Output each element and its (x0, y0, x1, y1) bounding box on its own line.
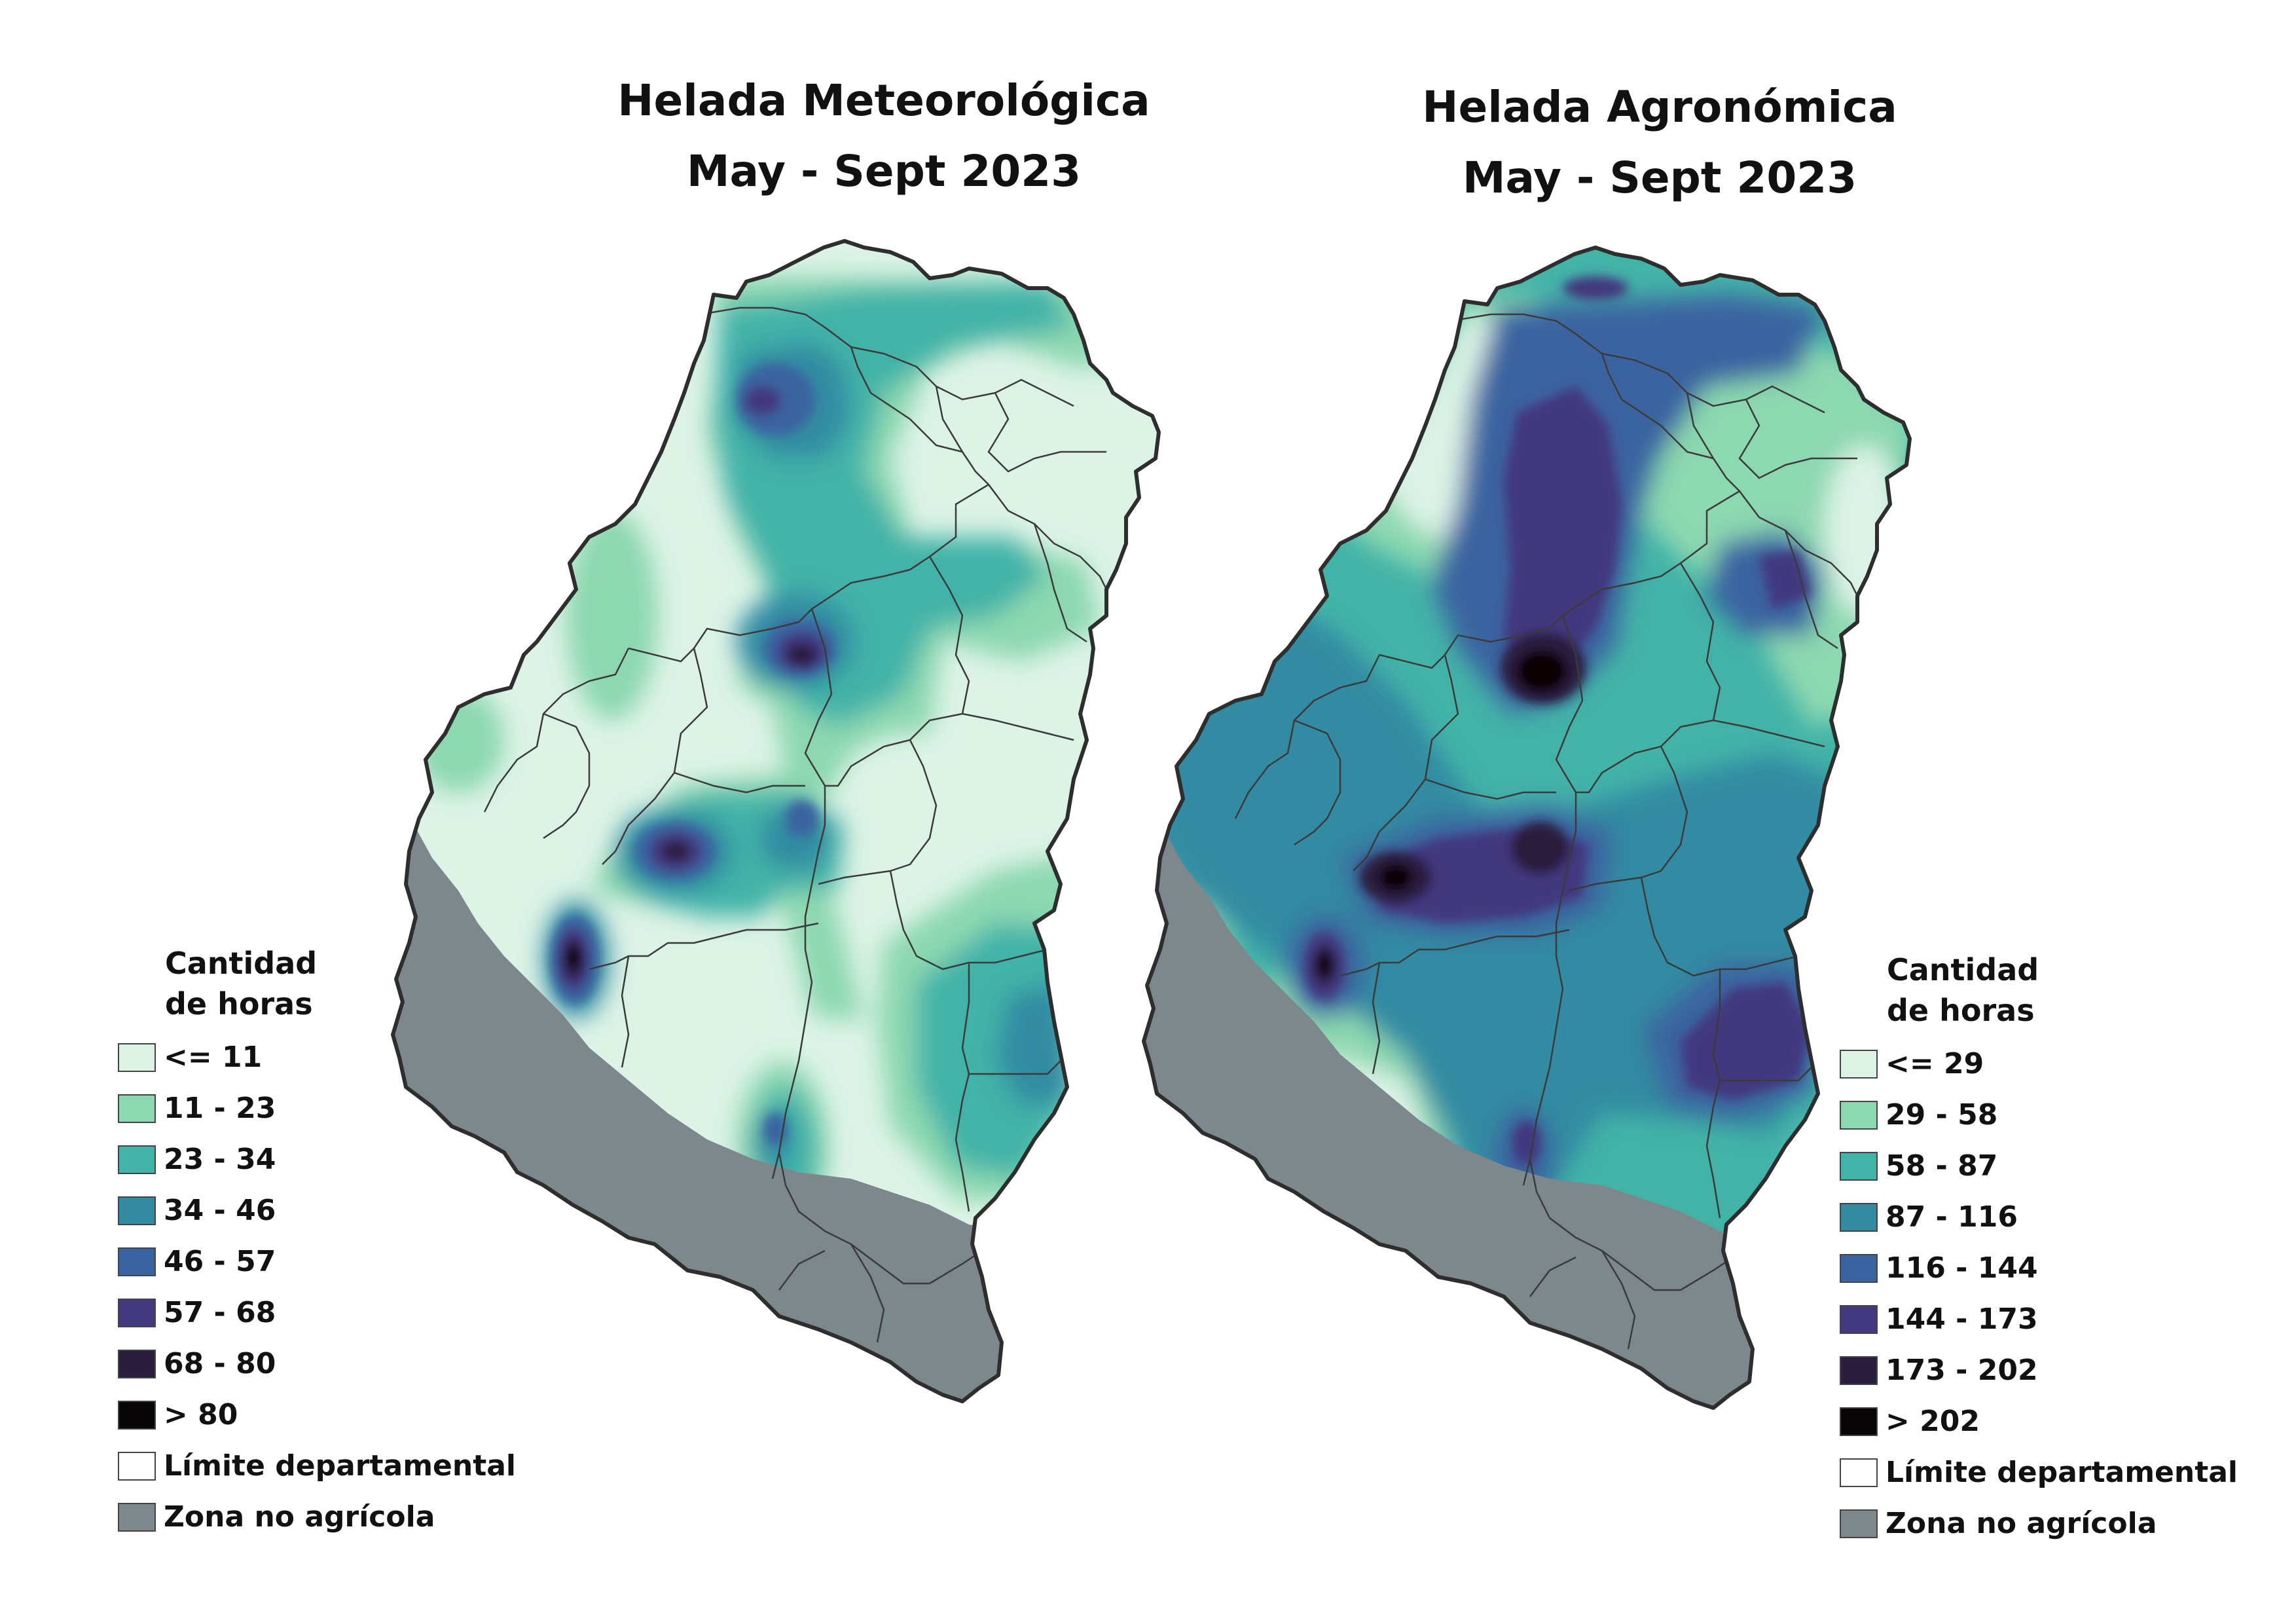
legend-item: 11 - 23 (118, 1083, 516, 1134)
legend-title: Cantidad de horas (165, 943, 516, 1024)
legend-item: > 80 (118, 1390, 516, 1441)
legend-item: > 202 (1840, 1396, 2238, 1447)
legend-items: <= 29 29 - 58 58 - 87 87 - 116 116 - 144 144 … (1840, 1039, 2238, 1549)
legend-swatch (1840, 1305, 1878, 1334)
legend-meteorologica: Cantidad de horas <= 11 11 - 23 23 - 34 34 … (118, 943, 516, 1543)
legend-item: 57 - 68 (118, 1287, 516, 1338)
legend-items: <= 11 11 - 23 23 - 34 34 - 46 46 - 57 57 - 68… (118, 1032, 516, 1543)
legend-swatch (118, 1452, 156, 1481)
legend-label: Límite departamental (1886, 1456, 2238, 1489)
legend-item: 173 - 202 (1840, 1345, 2238, 1396)
legend-label: Límite departamental (164, 1449, 517, 1483)
legend-label: <= 29 (1886, 1047, 1984, 1080)
title-line-2: May - Sept 2023 (686, 146, 1082, 196)
legend-title-line-2: de horas (1887, 993, 2035, 1028)
legend-swatch (1840, 1203, 1878, 1232)
legend-label: 57 - 68 (164, 1296, 276, 1329)
legend-item: 34 - 46 (118, 1185, 516, 1236)
legend-item: 29 - 58 (1840, 1090, 2238, 1141)
legend-label: 46 - 57 (164, 1245, 276, 1278)
title-line-2: May - Sept 2023 (1462, 153, 1857, 203)
legend-item: 68 - 80 (118, 1338, 516, 1390)
title-line-1: Helada Meteorológica (617, 75, 1150, 126)
legend-label: > 202 (1886, 1405, 1980, 1438)
legend-swatch (1840, 1356, 1878, 1385)
legend-label: Zona no agrícola (164, 1500, 435, 1534)
legend-item: Zona no agrícola (118, 1492, 516, 1543)
legend-label: 87 - 116 (1886, 1200, 2018, 1234)
legend-item: Zona no agrícola (1840, 1498, 2238, 1549)
legend-label: 29 - 58 (1886, 1098, 1998, 1132)
legend-label: 23 - 34 (164, 1143, 276, 1176)
legend-label: Zona no agrícola (1886, 1507, 2157, 1540)
legend-item: 116 - 144 (1840, 1243, 2238, 1294)
legend-label: 116 - 144 (1886, 1251, 2038, 1285)
legend-agronomica: Cantidad de horas <= 29 29 - 58 58 - 87 87 … (1840, 950, 2238, 1549)
legend-item: 87 - 116 (1840, 1192, 2238, 1243)
legend-item: <= 29 (1840, 1039, 2238, 1090)
map-title-agronomica: Helada Agronómica May - Sept 2023 (1300, 72, 2020, 213)
legend-swatch (1840, 1101, 1878, 1130)
legend-label: 11 - 23 (164, 1092, 276, 1125)
legend-title: Cantidad de horas (1887, 950, 2238, 1031)
legend-item: 144 - 173 (1840, 1294, 2238, 1345)
legend-swatch (118, 1503, 156, 1532)
legend-swatch (118, 1247, 156, 1276)
legend-item: 46 - 57 (118, 1236, 516, 1287)
legend-title-line-1: Cantidad (165, 946, 318, 981)
legend-swatch (1840, 1152, 1878, 1181)
legend-swatch (118, 1094, 156, 1123)
legend-label: 34 - 46 (164, 1194, 276, 1227)
legend-swatch (1840, 1458, 1878, 1487)
legend-label: <= 11 (164, 1041, 263, 1074)
legend-label: > 80 (164, 1398, 238, 1431)
title-line-1: Helada Agronómica (1422, 82, 1897, 132)
legend-swatch (1840, 1050, 1878, 1079)
legend-swatch (1840, 1407, 1878, 1436)
map-title-meteorologica: Helada Meteorológica May - Sept 2023 (524, 65, 1244, 207)
legend-label: 58 - 87 (1886, 1149, 1998, 1183)
legend-title-line-1: Cantidad (1887, 952, 2039, 987)
legend-label: 173 - 202 (1886, 1354, 2038, 1387)
legend-item: <= 11 (118, 1032, 516, 1083)
legend-swatch (118, 1043, 156, 1072)
legend-swatch (1840, 1254, 1878, 1283)
legend-swatch (118, 1145, 156, 1174)
legend-label: 144 - 173 (1886, 1302, 2038, 1336)
legend-item: 58 - 87 (1840, 1141, 2238, 1192)
legend-swatch (118, 1299, 156, 1327)
legend-item: 23 - 34 (118, 1134, 516, 1185)
legend-label: 68 - 80 (164, 1347, 276, 1380)
legend-title-line-2: de horas (165, 986, 313, 1022)
legend-swatch (118, 1350, 156, 1378)
legend-swatch (1840, 1509, 1878, 1538)
legend-item: Límite departamental (1840, 1447, 2238, 1498)
legend-item: Límite departamental (118, 1441, 516, 1492)
legend-swatch (118, 1401, 156, 1430)
legend-swatch (118, 1196, 156, 1225)
